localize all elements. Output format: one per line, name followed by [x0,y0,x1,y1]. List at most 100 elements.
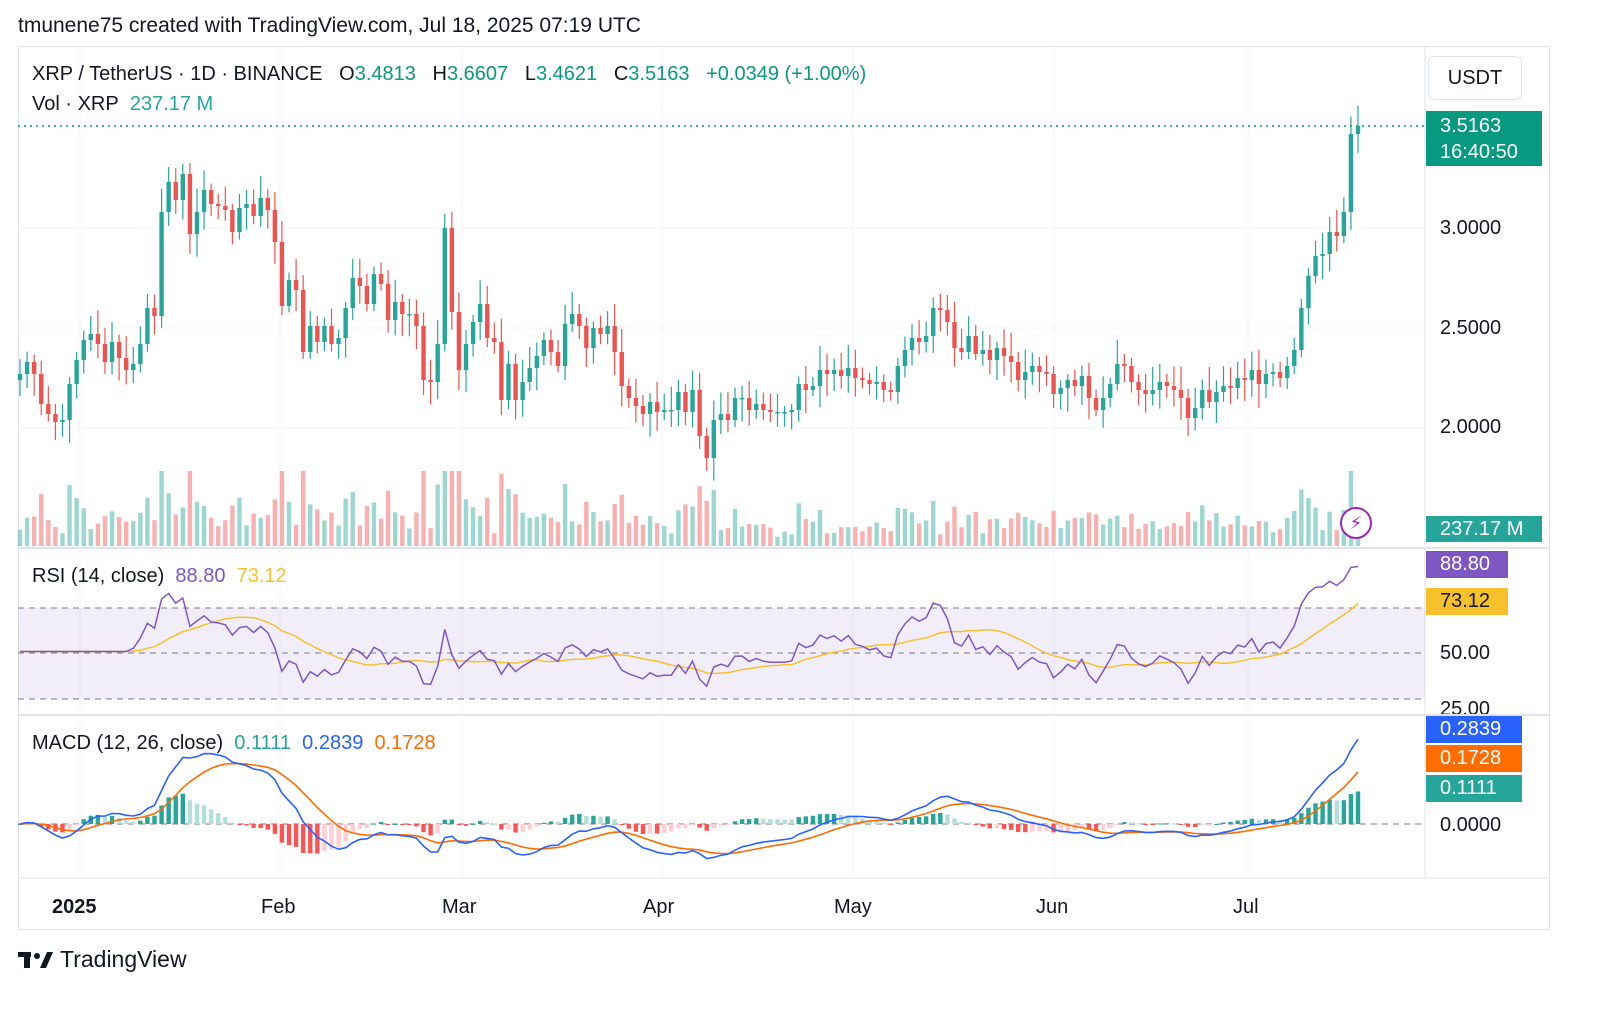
macd-histogram-bar [980,824,985,827]
volume-bar [1192,521,1198,546]
macd-histogram-bar [732,821,738,824]
macd-histogram-bar [598,816,603,824]
candle-body [258,198,263,216]
macd-histogram-bar [966,822,971,824]
candle-body [888,390,893,392]
candle-body [166,182,171,212]
volume-bar [520,512,525,546]
macd-histogram-bar [60,824,65,833]
macd-histogram-bar [1263,819,1269,824]
tradingview-logo[interactable]: TradingView [18,946,187,973]
volume-bar [1334,530,1339,546]
volume-bar [492,533,497,546]
rsi-label[interactable]: RSI (14, close) [32,565,165,587]
macd-histogram-bar [569,814,575,824]
volume-bar [541,513,547,546]
volume-bar [1270,532,1276,546]
volume-bar [364,505,370,546]
lightning-icon[interactable]: ⚡ [1340,507,1372,539]
volume-bar [860,531,865,546]
candle-body [938,308,943,310]
candle-body [1178,390,1184,398]
candle-body [598,328,603,334]
candle-body [180,174,186,200]
volume-bar [704,500,709,546]
macd-histogram-bar [987,824,993,829]
volume-bar [931,501,936,546]
candle-body [102,344,108,362]
time-tick: Jul [1233,896,1259,918]
symbol-label[interactable]: XRP / TetherUS · 1D · BINANCE [32,63,323,85]
candle-body [46,404,51,414]
candle-body [194,212,200,234]
candle-body [605,326,610,334]
macd-tag: 0.2839 [1426,716,1522,743]
volume-bar [421,471,426,546]
currency-button[interactable]: USDT [1428,56,1522,100]
macd-histogram-bar [768,818,773,824]
candle-body [1058,388,1063,394]
tradingview-logo-icon [18,951,53,968]
candle-body [548,340,554,352]
volume-bar [180,507,186,546]
macd-histogram-bar [1037,824,1042,832]
macd-histogram-bar [739,819,745,824]
macd-histogram-bar [704,824,709,831]
volume-bar [1299,489,1304,546]
macd-histogram-bar [350,824,355,834]
volume-bar [534,516,539,546]
macd-histogram-bar [492,823,497,825]
volume-bar [187,471,193,546]
candle-body [853,368,858,378]
candle-body [746,398,752,410]
volume-bar [1207,520,1212,546]
macd-histogram-bar [923,816,929,824]
volume-bar [775,536,780,546]
macd-histogram-bar [640,824,646,835]
candle-body [1327,232,1332,254]
macd-histogram-bar [138,820,143,824]
candle-body [1108,384,1113,398]
volume-bar [131,520,136,546]
volume-bar [527,517,532,546]
candle-body [846,368,851,376]
candle-body [421,326,426,380]
macd-label[interactable]: MACD (12, 26, close) [32,732,224,754]
rsi-tag: 88.80 [1426,551,1508,578]
macd-histogram-bar [279,824,285,843]
macd-histogram-bar [102,816,108,824]
macd-histogram-bar [1136,823,1141,825]
volume-bar [654,523,660,546]
volume-bar [1015,512,1021,546]
volume-label[interactable]: Vol · XRP [32,93,119,115]
candle-body [1263,374,1269,384]
macd-histogram-bar [860,818,865,824]
volume-bar [1306,498,1311,546]
candle-body [831,370,837,374]
volume-bar [909,512,915,546]
candle-body [683,392,688,412]
candle-body [336,338,341,344]
candle-body [1200,390,1205,408]
macd-histogram-bar [1355,791,1361,824]
candle-body [17,374,23,380]
volume-bar [24,517,30,546]
candle-body [1030,366,1035,372]
candle-body [640,406,646,414]
macd-histogram-bar [166,797,171,824]
macd-histogram-bar [286,824,292,846]
volume-bar [725,527,731,546]
macd-histogram-bar [895,822,901,824]
macd-histogram-bar [364,824,370,828]
macd-histogram-bar [17,824,23,825]
candle-body [1044,372,1049,374]
candle-body [1256,370,1262,384]
macd-histogram-bar [647,824,653,834]
candle-body [24,362,30,374]
volume-bar [435,484,440,546]
time-tick: Mar [442,896,477,918]
volume-bar [817,509,823,546]
macd-histogram-bar [846,815,851,824]
candle-body [1249,370,1255,380]
